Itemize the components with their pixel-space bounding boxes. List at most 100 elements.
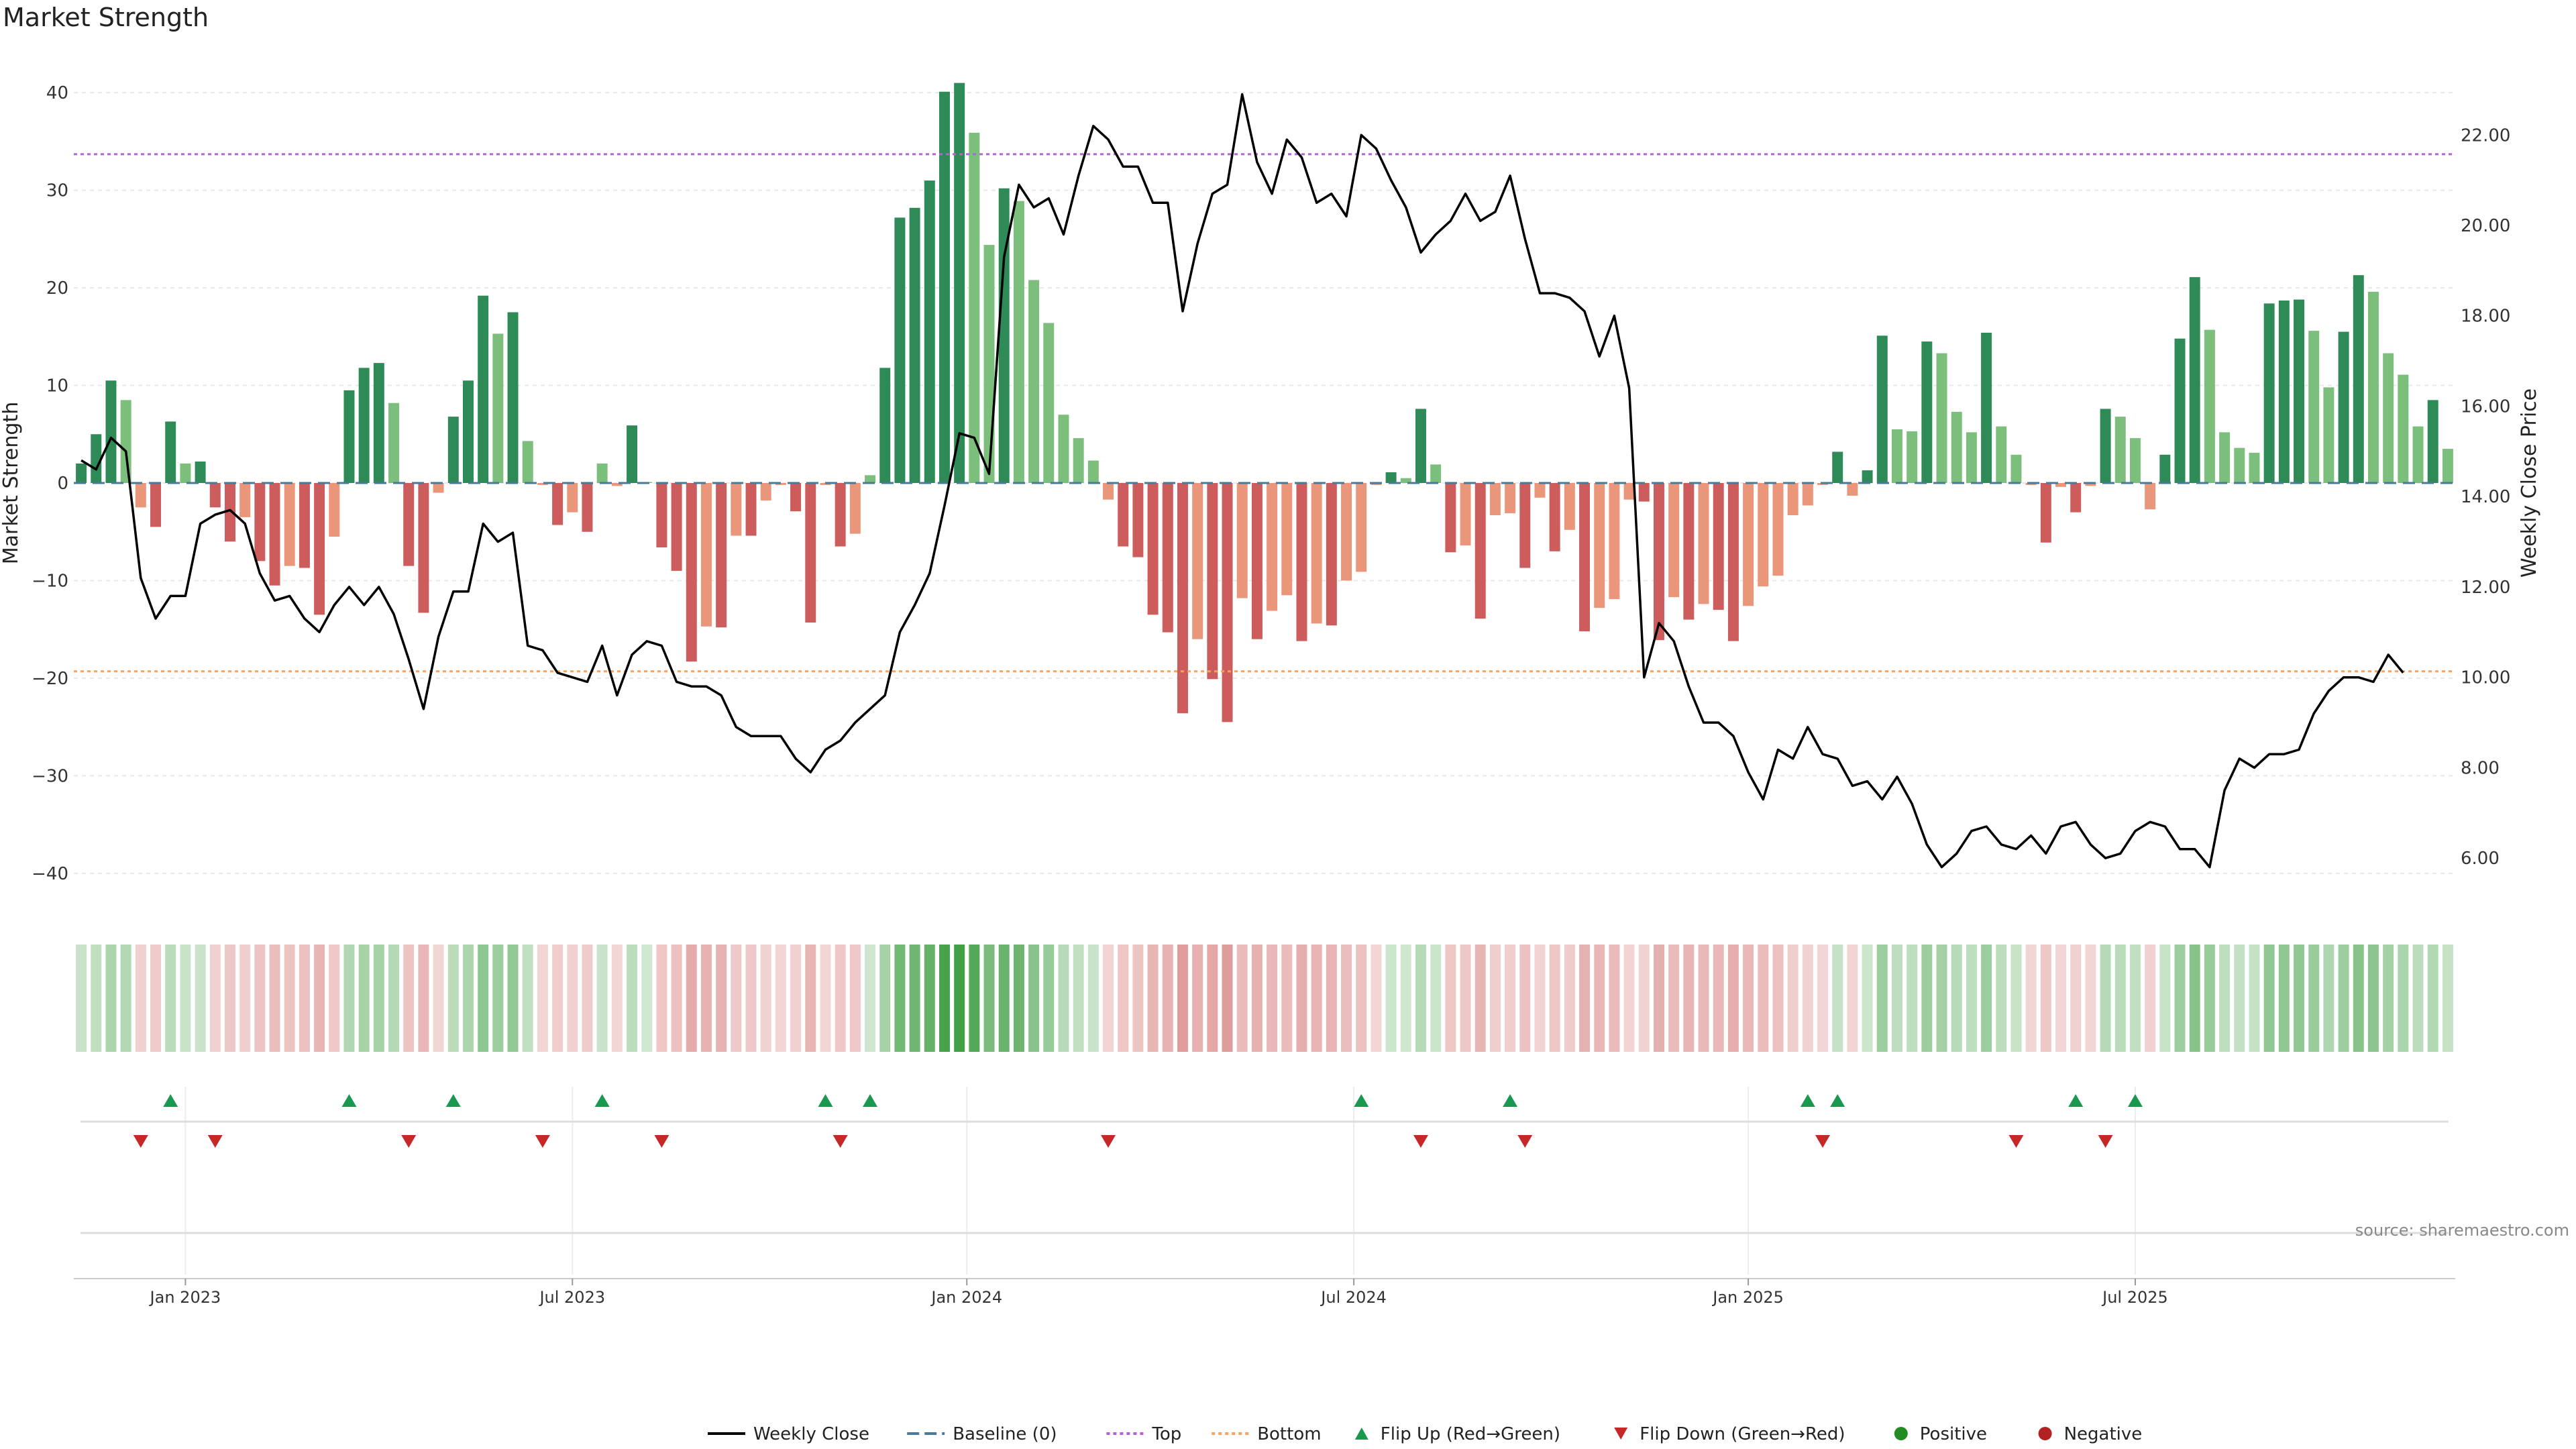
strength-bar [1281,483,1293,596]
heat-cell [1668,945,1680,1052]
heat-cell [656,945,667,1052]
y2-axis-label: Weekly Close Price [2518,388,2541,578]
strength-bar [1966,432,1977,483]
strength-bar [91,434,102,483]
strength-bar [1505,483,1516,514]
flip-up-marker [594,1094,610,1107]
strength-bar [849,483,861,534]
heat-cell [1505,945,1516,1052]
heat-cell [865,945,876,1052]
heat-cell [209,945,221,1052]
heat-cell [611,945,623,1052]
heat-cell [314,945,325,1052]
strength-bar [1951,411,1962,483]
strength-bar [1891,429,1902,483]
strength-bar [2055,483,2067,487]
flip-up-marker [1503,1094,1518,1107]
heat-cell [1326,945,1337,1052]
heat-cell [2219,945,2231,1052]
heat-cell [224,945,235,1052]
strength-bar [403,483,415,566]
heat-cell [2114,945,2126,1052]
legend-item: Negative [2038,1424,2142,1444]
x-tick-label: Jul 2024 [1320,1288,1387,1307]
heat-cell [269,945,280,1052]
heat-cell [1028,945,1040,1052]
heat-cell [924,945,935,1052]
strength-bar [329,483,340,537]
heat-cell [2294,945,2305,1052]
strength-bar [120,400,131,483]
heat-cell [1474,945,1486,1052]
heat-cell [582,945,593,1052]
strength-bar [567,483,578,513]
strength-bar [478,295,489,483]
strength-bar [135,483,146,508]
y2-tick-label: 12.00 [2461,578,2510,598]
heat-cell [2145,945,2156,1052]
strength-bar [865,475,876,483]
strength-bar [1267,483,1278,611]
flip-up-marker [341,1094,357,1107]
strength-bar [195,462,206,483]
heat-cell [1073,945,1084,1052]
heat-cell [1772,945,1784,1052]
heat-cell [671,945,682,1052]
strength-bar [700,483,712,627]
strength-bar [150,483,162,527]
heat-cell [2338,945,2349,1052]
heat-cell [1727,945,1739,1052]
strength-bar [1296,483,1307,641]
y-tick-label: 40 [46,83,68,103]
heat-cell [1147,945,1159,1052]
heat-cell [1460,945,1471,1052]
heat-cell [1385,945,1397,1052]
heat-cell [91,945,102,1052]
heat-cell [983,945,995,1052]
heat-cell [998,945,1010,1052]
strength-bar [343,390,355,483]
y2-tick-label: 6.00 [2461,849,2500,869]
heat-cell [180,945,191,1052]
heat-cell [627,945,638,1052]
strength-bar [1207,483,1218,680]
heat-cell [1043,945,1055,1052]
flip-up-marker [818,1094,833,1107]
strength-bar [2398,374,2409,483]
heat-cell [1103,945,1114,1052]
strength-bar [2412,426,2424,483]
heat-cell [1638,945,1650,1052]
strength-bar [1862,470,1873,483]
flip-down-marker [654,1135,669,1148]
heat-cell [1594,945,1605,1052]
strength-bar [1177,483,1188,714]
heat-cell [1996,945,2007,1052]
heat-cell [462,945,474,1052]
strength-bar [418,483,429,613]
strength-bar [1474,483,1486,619]
heat-cell [2278,945,2290,1052]
weekly-close-line [80,93,2404,869]
heat-cell [343,945,355,1052]
strength-bar [805,483,816,623]
strength-bar [1876,335,1888,483]
strength-bar [1400,478,1411,483]
heat-cell [2189,945,2200,1052]
strength-bar [1594,483,1605,608]
flip-down-marker [207,1135,223,1148]
strength-bar [552,483,564,525]
flip-up-marker [1830,1094,1845,1107]
strength-bar [611,483,623,486]
heat-cell [1519,945,1531,1052]
heat-cell [1118,945,1129,1052]
heat-cell [1087,945,1099,1052]
heat-cell [1832,945,1843,1052]
heat-cell [1951,945,1962,1052]
heat-cell [2427,945,2438,1052]
heat-cell [686,945,697,1052]
strength-bar [1683,483,1695,620]
heat-cell [835,945,846,1052]
heat-cell [1132,945,1144,1052]
strength-bar [2294,299,2305,483]
